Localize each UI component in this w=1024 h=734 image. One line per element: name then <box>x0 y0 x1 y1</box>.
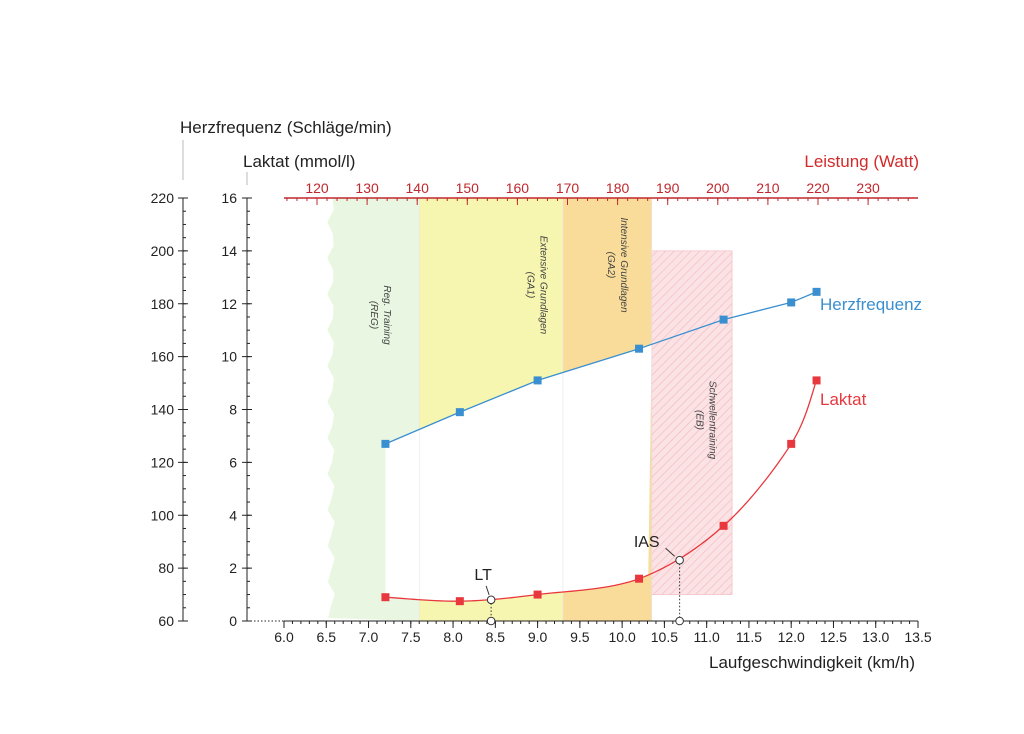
power-tick-label: 170 <box>556 180 580 196</box>
power-tick-label: 160 <box>506 180 530 196</box>
lactate-tick-label: 14 <box>221 243 237 259</box>
hr-axis-title: Herzfrequenz (Schläge/min) <box>180 118 392 137</box>
power-tick-label: 120 <box>305 180 329 196</box>
hr-tick-label: 120 <box>151 454 175 470</box>
lactate-point <box>787 439 796 448</box>
hr-point <box>381 439 390 448</box>
hr-series-label: Herzfrequenz <box>820 295 922 314</box>
hr-tick-label: 100 <box>151 507 175 523</box>
power-tick-label: 150 <box>456 180 480 196</box>
hr-point <box>533 376 542 385</box>
zone-label-abbr: (REG) <box>368 301 379 329</box>
hr-tick-label: 60 <box>158 613 174 629</box>
zone-label: Extensive Grundlagen(GA1) <box>525 236 549 335</box>
hr-tick-label: 140 <box>151 402 175 418</box>
zone-label-name: Extensive Grundlagen <box>538 236 549 335</box>
lt-axis-marker <box>486 616 496 626</box>
ias-axis-marker <box>675 616 684 626</box>
hr-tick-label: 200 <box>151 243 175 259</box>
zone-label-abbr: (GA2) <box>605 252 616 279</box>
lactate-tick-label: 12 <box>221 296 237 312</box>
x-tick-label: 13.0 <box>862 629 889 645</box>
hr-point <box>635 344 644 353</box>
zone-label-name: Schwellentraining <box>707 381 718 460</box>
ias-marker <box>675 555 684 565</box>
ias-label: IAS <box>634 534 660 551</box>
lactate-axis-title: Laktat (mmol/l) <box>243 152 355 171</box>
lactate-point <box>381 593 390 602</box>
x-tick-label: 7.0 <box>359 629 379 645</box>
lt-leader <box>485 585 490 596</box>
zone-label-name: Reg. Training <box>381 285 392 345</box>
lactate-point <box>812 376 821 385</box>
power-tick-label: 210 <box>756 180 780 196</box>
hr-tick-label: 180 <box>151 296 175 312</box>
lactate-tick-label: 16 <box>221 190 237 206</box>
between-curves-area <box>385 344 652 602</box>
zone-eb-overlay-hatch <box>651 250 733 595</box>
lactate-tick-label: 2 <box>229 560 237 576</box>
zone-label-abbr: (GA1) <box>525 272 536 299</box>
power-tick-label: 130 <box>355 180 379 196</box>
power-axis-title: Leistung (Watt) <box>804 152 919 171</box>
zone-label-name: Intensive Grundlagen <box>618 217 629 313</box>
hr-point <box>812 287 821 296</box>
zone-label-abbr: (EB) <box>694 410 705 430</box>
ias-leader <box>665 547 675 557</box>
x-tick-label: 7.5 <box>401 629 421 645</box>
x-tick-label: 8.0 <box>443 629 463 645</box>
x-tick-label: 6.5 <box>317 629 337 645</box>
x-tick-label: 9.5 <box>570 629 590 645</box>
power-tick-label: 140 <box>406 180 430 196</box>
lt-label: LT <box>474 567 492 584</box>
hr-tick-label: 220 <box>151 190 175 206</box>
lactate-tick-label: 4 <box>229 507 237 523</box>
x-tick-label: 13.5 <box>904 629 931 645</box>
x-tick-label: 6.0 <box>274 629 294 645</box>
zone-label: Schwellentraining(EB) <box>694 381 718 460</box>
hr-tick-label: 160 <box>151 349 175 365</box>
lt-marker <box>486 595 496 605</box>
x-tick-label: 9.0 <box>528 629 548 645</box>
lactate-tick-label: 6 <box>229 454 237 470</box>
lactate-point <box>719 521 728 530</box>
x-tick-label: 8.5 <box>486 629 506 645</box>
power-tick-label: 180 <box>606 180 630 196</box>
x-axis-title: Laufgeschwindigkeit (km/h) <box>709 653 915 672</box>
hr-point <box>719 315 728 324</box>
x-tick-label: 11.0 <box>694 629 720 645</box>
lactate-point <box>635 574 644 583</box>
lactate-tick-label: 8 <box>229 402 237 418</box>
lactate-tick-label: 10 <box>221 349 237 365</box>
x-tick-label: 12.0 <box>778 629 805 645</box>
x-tick-label: 12.5 <box>820 629 847 645</box>
zone-label: Reg. Training(REG) <box>368 285 392 345</box>
lactate-point <box>533 590 542 599</box>
zone-label: Intensive Grundlagen(GA2) <box>605 217 629 313</box>
lactate-tick-label: 0 <box>229 613 237 629</box>
power-tick-label: 190 <box>656 180 680 196</box>
x-tick-label: 10.5 <box>651 629 678 645</box>
power-tick-label: 200 <box>706 180 730 196</box>
hr-point <box>787 298 796 307</box>
lactate-point <box>455 597 464 606</box>
x-tick-label: 10.0 <box>609 629 636 645</box>
lactate-series-label: Laktat <box>820 390 867 409</box>
hr-tick-label: 80 <box>158 560 174 576</box>
x-tick-label: 11.5 <box>736 629 762 645</box>
hr-point <box>455 408 464 417</box>
power-tick-label: 220 <box>806 180 830 196</box>
power-tick-label: 230 <box>856 180 880 196</box>
